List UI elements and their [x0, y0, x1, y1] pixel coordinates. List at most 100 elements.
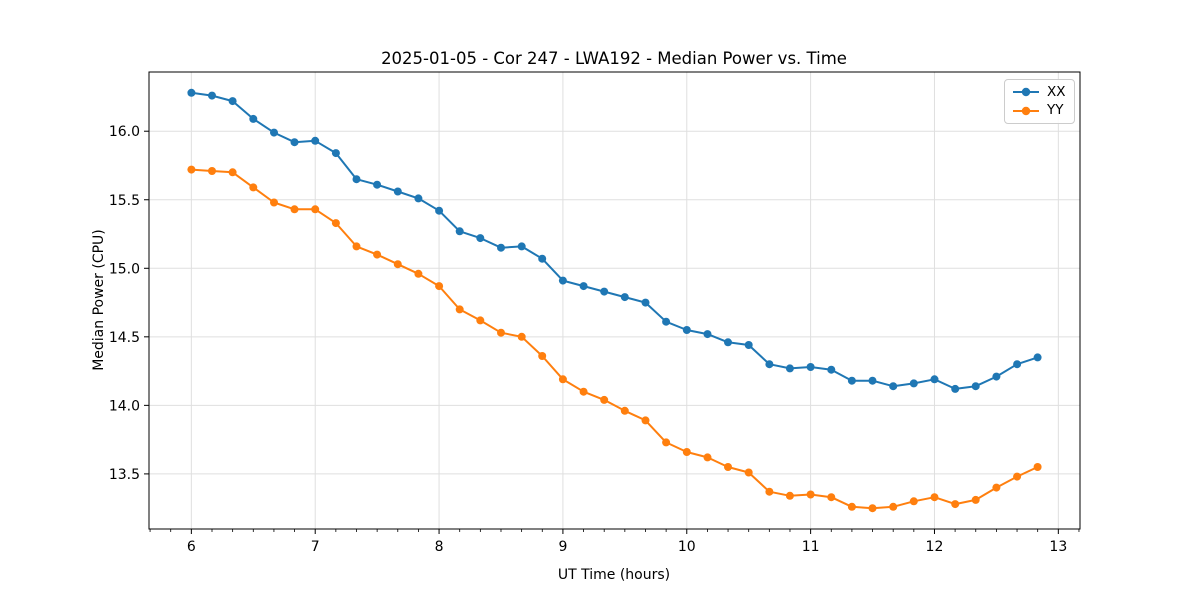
data-point-yy: [620, 406, 629, 415]
data-point-xx: [744, 341, 753, 349]
data-point-xx: [497, 243, 505, 252]
data-point-xx: [1033, 353, 1042, 362]
data-point-yy: [290, 205, 299, 214]
x-tick-label: 11: [802, 539, 820, 555]
data-point-xx: [352, 175, 361, 184]
data-point-yy: [497, 328, 505, 337]
data-point-xx: [414, 194, 423, 203]
data-point-xx: [682, 326, 691, 334]
data-point-yy: [785, 491, 794, 500]
data-point-yy: [435, 282, 444, 291]
x-tick-label: 13: [1049, 539, 1067, 555]
data-point-yy: [951, 500, 960, 509]
data-point-yy: [249, 183, 258, 192]
data-point-yy: [765, 487, 774, 496]
data-point-yy: [868, 504, 877, 513]
y-tick-label: 13.5: [109, 467, 140, 483]
data-point-xx: [868, 376, 877, 385]
chart-title: 2025-01-05 - Cor 247 - LWA192 - Median P…: [381, 49, 847, 68]
data-point-xx: [373, 180, 382, 189]
data-point-xx: [208, 91, 216, 100]
data-point-yy: [579, 387, 588, 396]
data-point-xx: [538, 254, 547, 263]
series-layer: [187, 88, 1042, 513]
legend-item-yy: YY: [1012, 102, 1067, 121]
data-point-xx: [951, 384, 960, 393]
legend-marker-sample: [1021, 106, 1031, 115]
data-point-yy: [311, 205, 320, 214]
y-tick-label: 15.5: [109, 193, 140, 209]
data-point-yy: [373, 250, 382, 259]
data-point-yy: [1013, 472, 1022, 481]
data-point-yy: [682, 448, 691, 456]
legend: XX YY: [1004, 79, 1075, 124]
data-point-yy: [208, 167, 216, 175]
grid-layer: [149, 72, 1080, 529]
legend-label: YY: [1047, 102, 1064, 118]
data-point-yy: [476, 316, 485, 325]
y-tick-label: 16.0: [109, 124, 140, 140]
tick-layer: 6 7 8 9 10 11 12 13 13.5 14.0 14.5 15.0 15.5 16.0: [109, 124, 1080, 555]
data-point-yy: [806, 490, 815, 499]
legend-label: XX: [1047, 83, 1066, 100]
data-point-yy: [971, 495, 980, 504]
series-line-yy: [191, 168, 1039, 510]
data-point-yy: [703, 453, 712, 462]
data-point-yy: [930, 493, 939, 502]
data-point-yy: [847, 502, 856, 511]
data-point-xx: [476, 234, 485, 243]
data-point-xx: [249, 114, 258, 123]
data-point-yy: [270, 198, 278, 207]
data-point-yy: [600, 395, 609, 404]
y-tick-label: 14.5: [109, 330, 140, 346]
data-point-xx: [579, 282, 588, 291]
data-point-xx: [517, 242, 526, 251]
data-point-xx: [847, 376, 856, 385]
data-point-xx: [620, 293, 629, 302]
data-point-xx: [971, 382, 980, 391]
data-point-xx: [435, 206, 444, 215]
data-point-yy: [662, 438, 671, 447]
x-tick-label: 8: [435, 539, 444, 555]
data-point-xx: [827, 365, 836, 374]
legend-item-xx: XX: [1012, 83, 1067, 102]
data-point-xx: [228, 97, 237, 106]
data-point-yy: [538, 352, 547, 360]
data-point-yy: [744, 468, 753, 477]
y-tick-label: 15.0: [109, 261, 140, 277]
x-tick-label: 10: [678, 539, 696, 555]
plot-border: [148, 71, 1081, 530]
data-point-yy: [889, 502, 898, 511]
data-point-yy: [187, 165, 196, 174]
legend-marker-sample: [1021, 88, 1031, 97]
x-tick-label: 7: [311, 539, 320, 555]
data-point-yy: [331, 219, 340, 228]
legend-line-marker-icon: [1013, 106, 1039, 115]
data-point-xx: [1013, 360, 1022, 369]
data-point-yy: [393, 260, 402, 269]
data-point-yy: [455, 305, 464, 314]
data-point-yy: [558, 375, 567, 384]
data-point-xx: [992, 372, 1001, 381]
data-point-xx: [311, 136, 320, 145]
data-point-xx: [331, 149, 340, 158]
data-point-xx: [290, 138, 299, 147]
y-axis-title: Median Power (CPU): [91, 229, 107, 371]
data-point-xx: [662, 317, 671, 326]
data-point-xx: [889, 382, 898, 391]
legend-line-marker-icon: [1013, 88, 1039, 97]
y-tick-label: 14.0: [109, 398, 140, 414]
data-point-xx: [703, 330, 712, 339]
data-point-yy: [517, 332, 526, 341]
data-point-yy: [228, 168, 237, 177]
x-axis-title: UT Time (hours): [558, 567, 670, 583]
data-point-yy: [414, 269, 423, 278]
data-point-xx: [641, 298, 650, 307]
data-point-yy: [992, 483, 1001, 492]
x-tick-label: 9: [558, 539, 567, 555]
series-line-xx: [191, 91, 1038, 390]
data-point-xx: [393, 187, 402, 196]
data-point-yy: [352, 242, 361, 251]
